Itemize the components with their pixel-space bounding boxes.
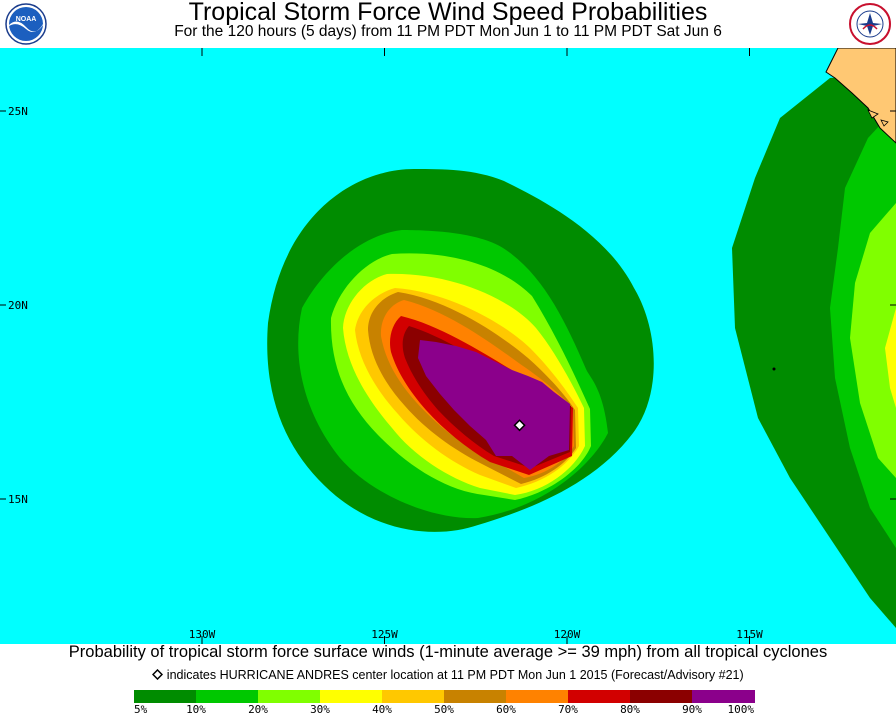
baja-peninsula	[825, 48, 896, 144]
coastal-probability-field	[732, 73, 896, 628]
storm-center-text: indicates HURRICANE ANDRES center locati…	[166, 668, 744, 682]
legend-label: 40%	[372, 703, 392, 716]
legend-swatch	[196, 690, 259, 703]
storm-probability-field	[267, 169, 654, 532]
color-legend: 5% 10% 20% 30% 40% 50% 60% 70% 80% 90% 100%	[134, 690, 755, 716]
legend-label: 100%	[727, 703, 755, 716]
legend-swatch	[692, 690, 755, 703]
legend-swatch	[630, 690, 693, 703]
legend-label: 30%	[310, 703, 330, 716]
legend-swatch	[444, 690, 507, 703]
legend-swatch	[382, 690, 445, 703]
page-subtitle: For the 120 hours (5 days) from 11 PM PD…	[174, 23, 722, 40]
legend-swatch	[506, 690, 569, 703]
legend-swatch	[134, 690, 197, 703]
legend-label: 70%	[558, 703, 578, 716]
nws-logo-icon	[849, 3, 891, 45]
legend-label: 60%	[496, 703, 516, 716]
lat-label: 15N	[8, 493, 28, 506]
storm-center-note: indicates HURRICANE ANDRES center locati…	[0, 667, 896, 683]
diamond-icon	[152, 668, 164, 681]
svg-text:NOAA: NOAA	[16, 16, 37, 23]
lon-label: 130W	[189, 628, 216, 641]
coastal-band-30pct	[885, 308, 896, 408]
coastal-band-20pct	[850, 203, 896, 478]
legend-swatch	[568, 690, 631, 703]
legend-swatch	[258, 690, 321, 703]
legend-label: 90%	[682, 703, 702, 716]
page-title: Tropical Storm Force Wind Speed Probabil…	[188, 0, 708, 26]
small-island	[772, 367, 776, 371]
legend-label: 5%	[134, 703, 148, 716]
legend-swatch	[320, 690, 383, 703]
lon-label: 125W	[371, 628, 398, 641]
probability-map: 25N 20N 15N 130W 125W 120W 115W	[0, 48, 896, 644]
coastline-islands	[867, 109, 889, 127]
lat-label: 25N	[8, 105, 28, 118]
lon-label: 115W	[736, 628, 763, 641]
probability-caption: Probability of tropical storm force surf…	[68, 643, 828, 661]
noaa-logo-icon: NOAA	[5, 3, 47, 45]
legend-label: 50%	[434, 703, 454, 716]
legend-label: 20%	[248, 703, 268, 716]
land-mass	[772, 48, 896, 371]
header: NOAA Tropical Storm Force Wind Speed Pro…	[0, 0, 896, 48]
lat-lon-grid: 25N 20N 15N 130W 125W 120W 115W	[0, 48, 896, 644]
lat-label: 20N	[8, 299, 28, 312]
band-90pct-100pct	[418, 340, 570, 470]
legend-label: 80%	[620, 703, 640, 716]
storm-center-marker	[513, 419, 526, 432]
lon-label: 120W	[554, 628, 581, 641]
legend-label: 10%	[186, 703, 206, 716]
